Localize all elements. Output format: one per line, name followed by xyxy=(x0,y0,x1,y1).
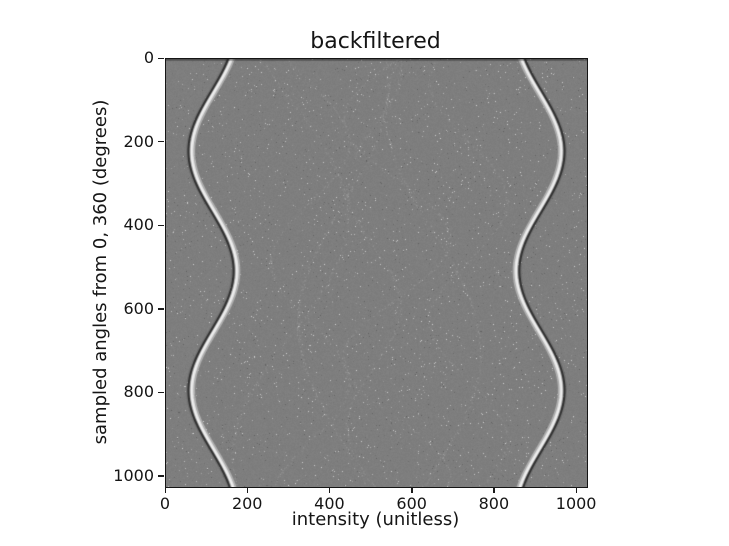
plot-area xyxy=(165,58,588,488)
y-tick-mark xyxy=(158,141,164,143)
x-tick-mark xyxy=(246,487,249,493)
x-tick-mark xyxy=(575,487,578,493)
x-axis-label: intensity (unitless) xyxy=(291,509,460,530)
x-tick-label: 0 xyxy=(159,494,171,513)
y-tick-mark xyxy=(158,391,164,394)
y-tick-label: 400 xyxy=(123,215,154,235)
x-tick-label: 800 xyxy=(478,494,510,513)
x-tick-mark xyxy=(411,487,413,493)
y-tick-mark xyxy=(158,57,164,59)
x-tick-label: 400 xyxy=(314,494,345,513)
y-tick-mark xyxy=(158,475,164,477)
x-tick-mark xyxy=(164,487,166,493)
y-tick-label: 0 xyxy=(143,48,154,67)
y-tick-label: 800 xyxy=(123,382,154,402)
x-tick-label: 1000 xyxy=(555,494,597,513)
plot-title: backfiltered xyxy=(310,29,441,54)
y-tick-label: 600 xyxy=(123,298,154,318)
x-tick-mark xyxy=(493,487,495,493)
x-tick-label: 600 xyxy=(396,494,427,513)
x-tick-mark xyxy=(328,487,331,493)
x-tick-label: 200 xyxy=(231,494,263,513)
y-tick-label: 1000 xyxy=(113,465,154,485)
y-tick-label: 200 xyxy=(123,131,154,151)
sinogram-image xyxy=(166,59,587,487)
y-tick-mark xyxy=(158,224,164,227)
y-tick-mark xyxy=(158,308,164,310)
